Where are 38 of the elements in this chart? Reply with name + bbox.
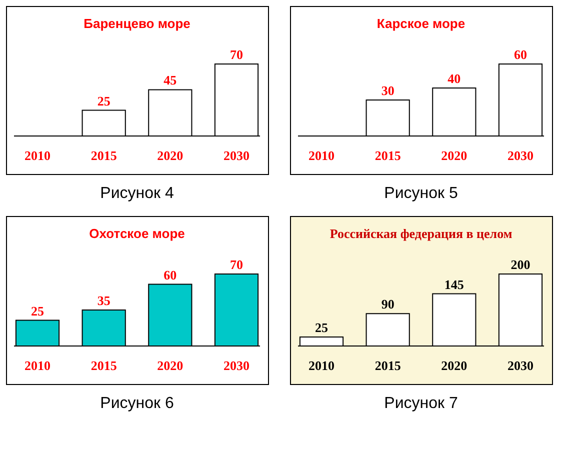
data-label: 70: [230, 257, 243, 272]
data-label: 35: [97, 293, 111, 308]
chart-title: Карское море: [376, 16, 466, 31]
data-label: 25: [315, 320, 329, 335]
data-label: 145: [444, 276, 464, 292]
text: Рисунок 4: [100, 185, 174, 202]
x-tick-label: 2030: [223, 358, 250, 373]
x-tick-label: 2030: [507, 148, 534, 163]
x-tick-label: 2015: [374, 358, 402, 373]
chart-title: Российская федерация в целом: [330, 226, 512, 241]
x-tick-label: 2030: [223, 148, 250, 163]
chart-title: Охотское море: [89, 226, 185, 241]
data-label: 60: [164, 267, 177, 282]
x-tick-label: 2015: [374, 148, 402, 163]
x-tick-label: 2015: [90, 148, 118, 163]
x-tick-label: 2010: [24, 358, 51, 373]
data-label: 25: [97, 93, 111, 108]
data-label: 30: [381, 83, 394, 98]
x-tick-label: 2010: [24, 148, 51, 163]
x-tick-label: 2010: [308, 148, 335, 163]
text: Рисунок 6: [100, 395, 174, 412]
data-label: 200: [510, 257, 530, 272]
x-tick-label: 2030: [507, 358, 534, 373]
chart-title: Баренцево море: [84, 16, 190, 31]
x-tick-label: 2020: [157, 358, 184, 373]
x-tick-label: 2020: [441, 148, 468, 163]
data-label: 60: [514, 47, 527, 62]
text: Рисунок 5: [384, 185, 458, 202]
data-label: 45: [164, 72, 178, 88]
data-label: 70: [230, 47, 243, 62]
text: Рисунок 7: [384, 395, 458, 412]
x-tick-label: 2015: [90, 358, 118, 373]
x-tick-label: 2020: [441, 358, 468, 373]
data-label: 25: [31, 303, 45, 318]
x-tick-label: 2020: [157, 148, 184, 163]
x-tick-label: 2010: [308, 358, 335, 373]
data-label: 90: [381, 296, 394, 312]
data-label: 40: [448, 71, 461, 86]
